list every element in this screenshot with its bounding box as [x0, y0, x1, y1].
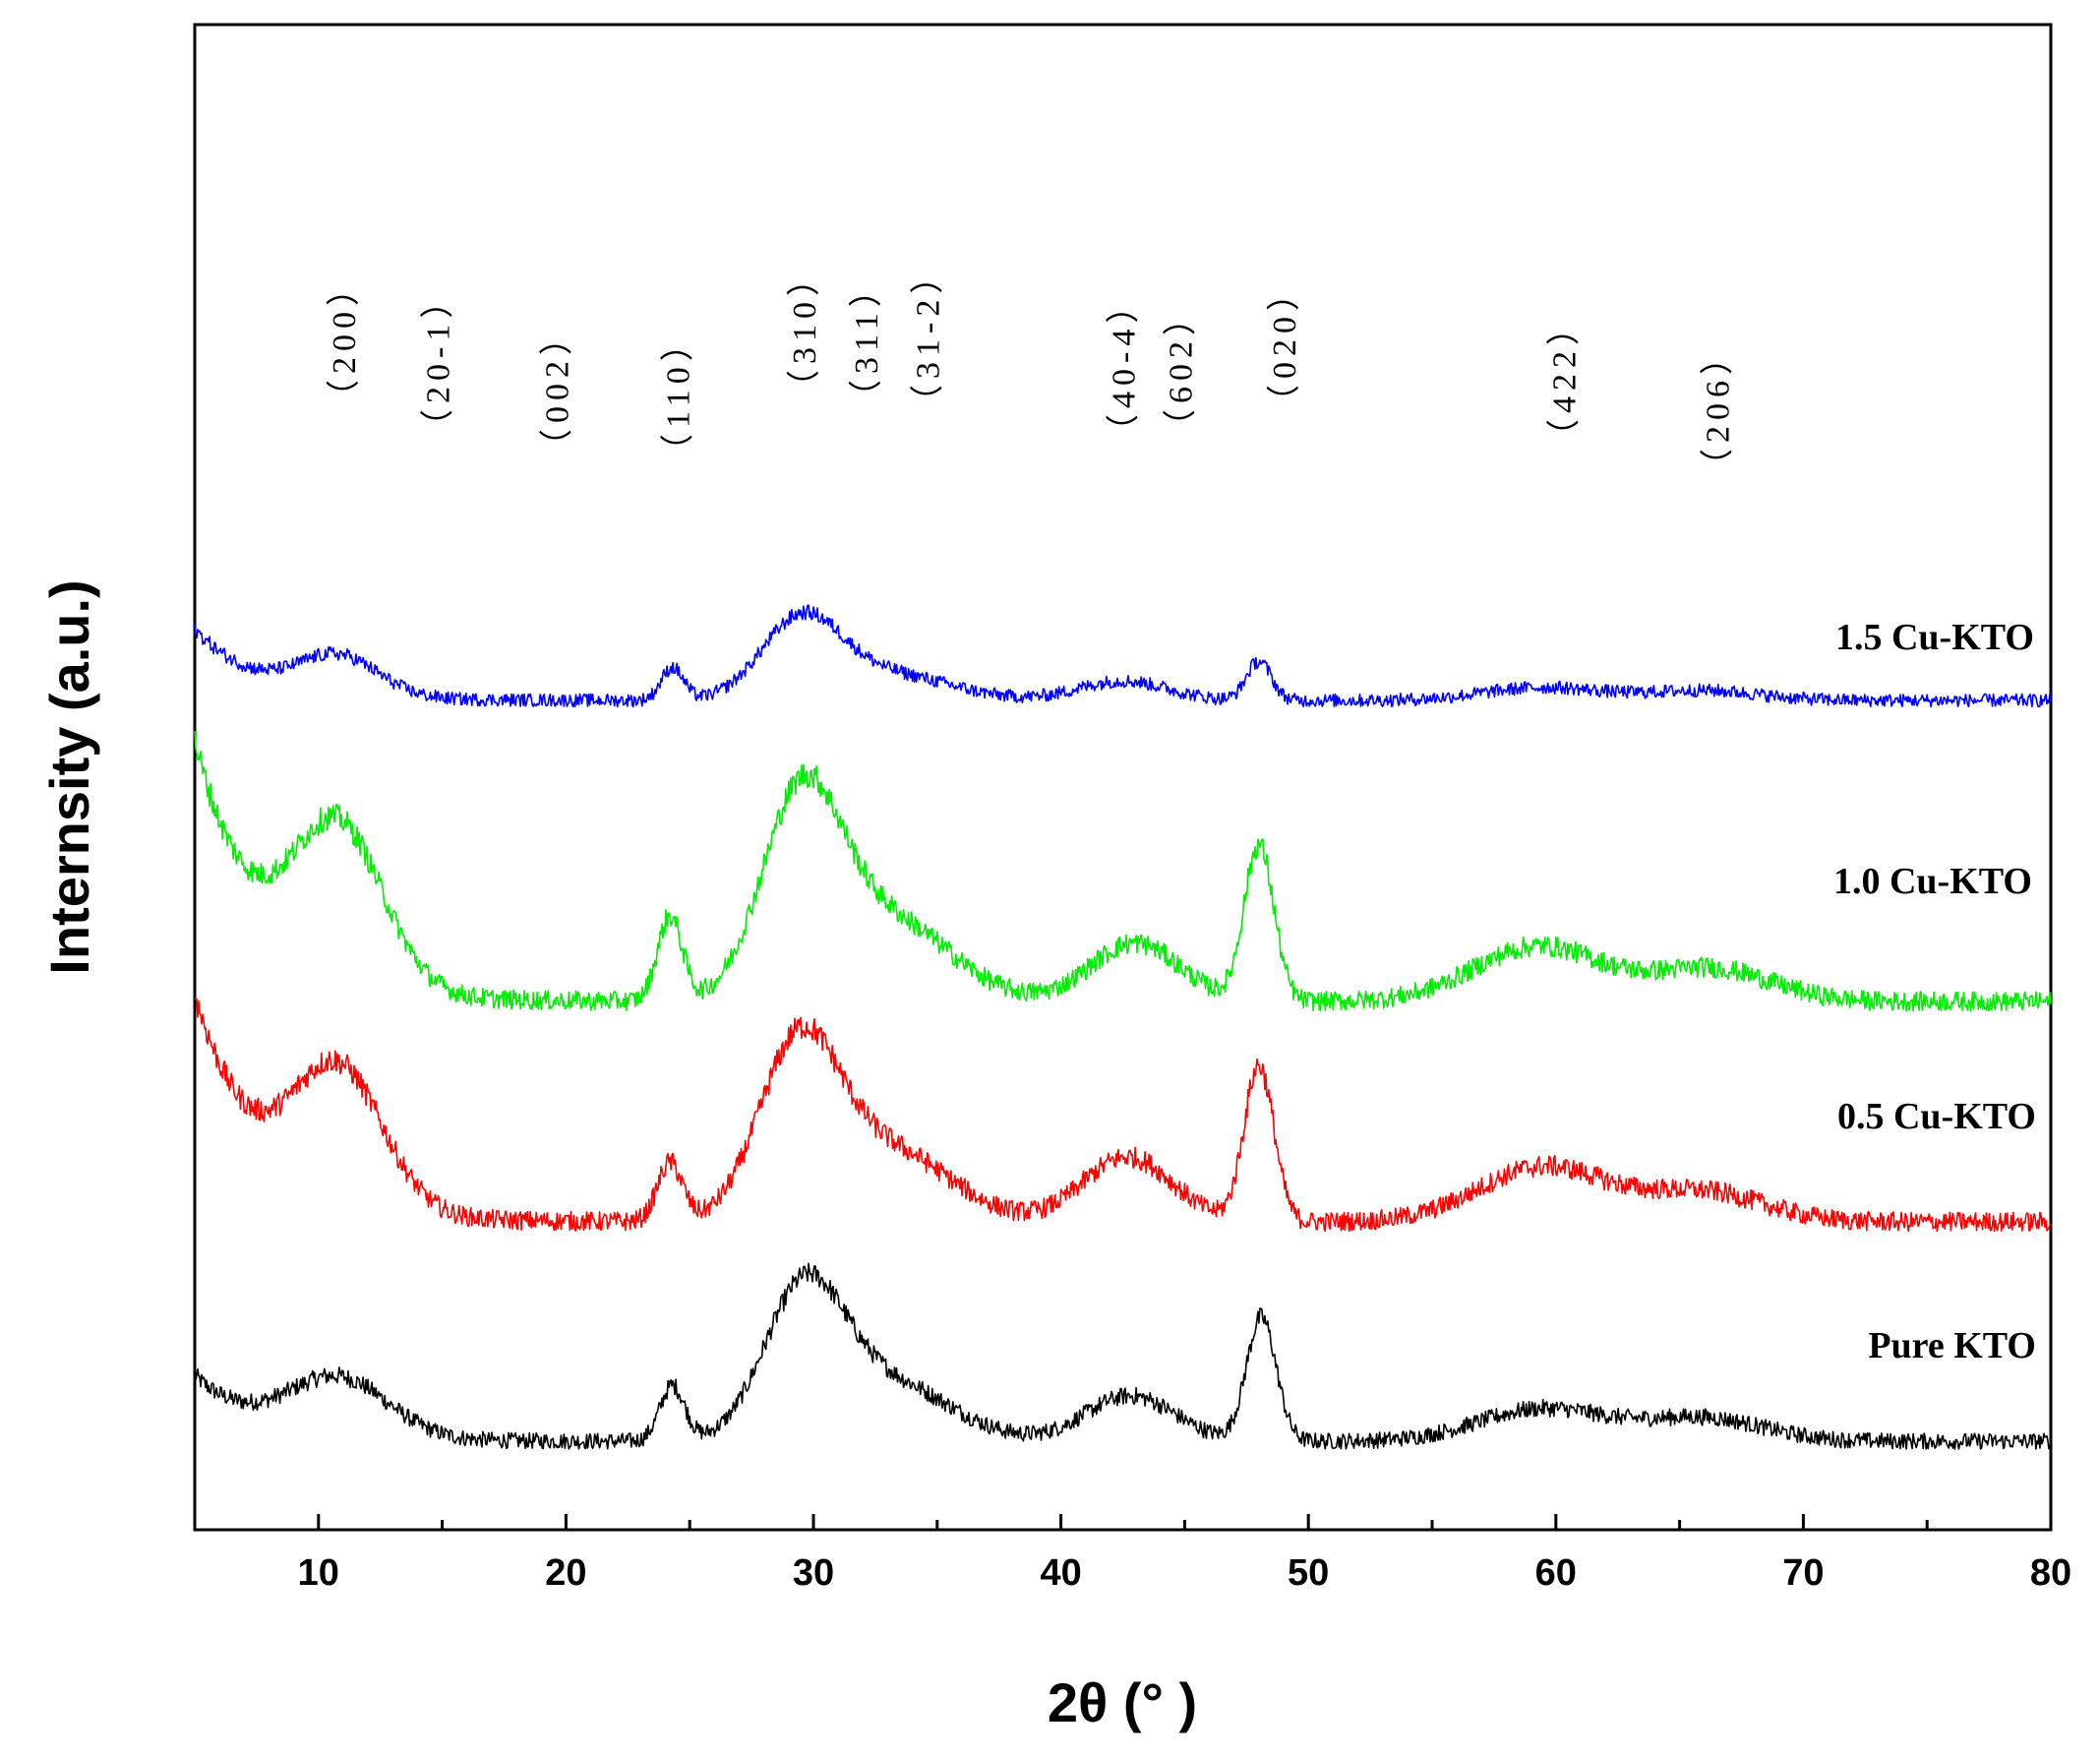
x-tick-label-10: 10 — [298, 1552, 339, 1594]
hkl-label-0: （200） — [326, 267, 363, 413]
series-label-2: 1.0 Cu-KTO — [1833, 861, 2032, 902]
hkl-annotations: （200） （20-1） （002） （110） （310） （311） （31-2） （40… — [326, 255, 1736, 482]
x-tick-label-20: 20 — [545, 1552, 586, 1594]
plot-frame — [193, 23, 2053, 1532]
series-line-2 — [194, 731, 2052, 1012]
hkl-label-9: （020） — [1266, 272, 1303, 418]
hkl-label-6: （31-2） — [910, 255, 947, 418]
series-line-3 — [194, 604, 2052, 708]
x-tick-label-60: 60 — [1535, 1552, 1577, 1594]
x-axis-ticks: 10 20 30 40 50 60 70 80 — [193, 1514, 2071, 1594]
series-label-3: 1.5 Cu-KTO — [1835, 617, 2034, 658]
hkl-label-10: （422） — [1545, 306, 1583, 453]
x-tick-label-50: 50 — [1288, 1552, 1329, 1594]
hkl-label-11: （206） — [1699, 335, 1736, 482]
x-axis-title: 2θ (° ) — [1048, 1671, 1197, 1733]
y-axis-title: Internsity (a.u.) — [38, 579, 100, 974]
hkl-label-2: （002） — [538, 316, 575, 462]
x-tick-label-30: 30 — [793, 1552, 834, 1594]
hkl-label-4: （310） — [786, 257, 823, 403]
x-tick-label-70: 70 — [1782, 1552, 1824, 1594]
hkl-label-8: （602） — [1162, 296, 1199, 443]
x-tick-label-40: 40 — [1040, 1552, 1081, 1594]
hkl-label-7: （40-4） — [1106, 284, 1143, 448]
series-label-1: 0.5 Cu-KTO — [1837, 1096, 2036, 1137]
hkl-label-1: （20-1） — [420, 279, 457, 443]
series-line-0 — [194, 1262, 2052, 1450]
series-layer — [194, 604, 2052, 1450]
hkl-label-5: （311） — [848, 268, 885, 413]
series-label-0: Pure KTO — [1868, 1325, 2036, 1366]
x-tick-label-80: 80 — [2030, 1552, 2071, 1594]
series-labels: Pure KTO 0.5 Cu-KTO 1.0 Cu-KTO 1.5 Cu-KTO — [1833, 617, 2036, 1366]
series-line-1 — [194, 997, 2052, 1233]
hkl-label-3: （110） — [660, 322, 697, 467]
